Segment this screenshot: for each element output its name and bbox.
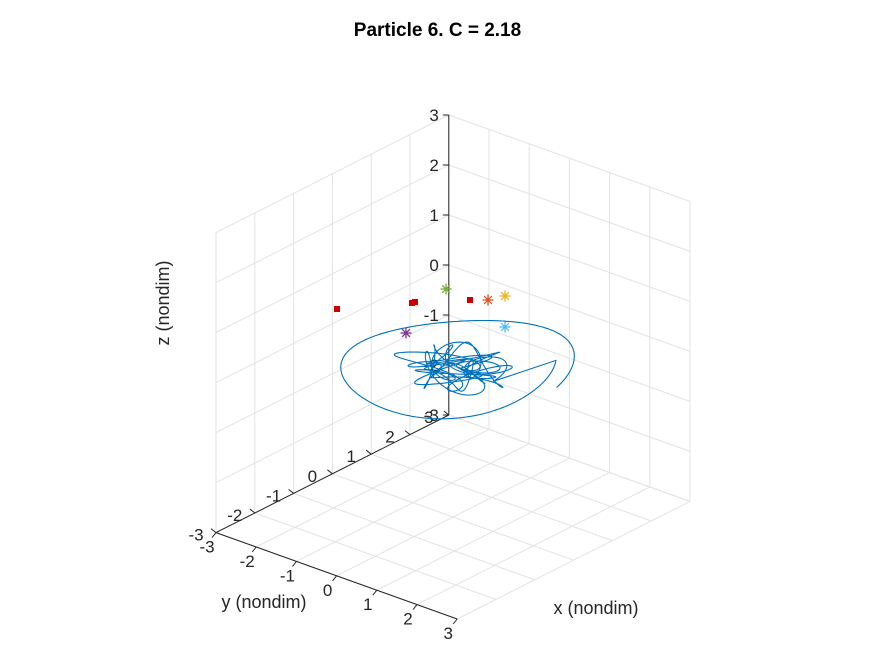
z-tick-label: 3 (429, 106, 438, 125)
star-marker (499, 290, 511, 302)
trajectory (340, 319, 575, 420)
y-tick-label: -2 (227, 506, 242, 525)
z-tick-label: -1 (424, 306, 439, 325)
x-tick-label: 1 (363, 595, 372, 614)
chart-title: Particle 6. C = 2.18 (353, 20, 522, 41)
square-marker (467, 297, 473, 303)
z-axis-label: z (nondim) (153, 260, 173, 345)
grid-line-floor-y (332, 473, 574, 561)
x-tick-label: 2 (403, 610, 412, 629)
grid-line-side-z (215, 164, 450, 284)
grid-line-floor-y (448, 414, 691, 502)
z-tick-label: 0 (429, 256, 438, 275)
y-tick-mark (210, 528, 217, 533)
x-tick-mark (251, 546, 257, 553)
grid-line-back-z (448, 114, 691, 202)
x-tick-mark (372, 589, 378, 596)
x-tick-mark (332, 575, 337, 582)
x-tick-label: 3 (443, 624, 452, 643)
star-marker (400, 327, 412, 339)
grid-line-floor-y (371, 453, 613, 542)
grid-line-floor-x (376, 472, 610, 591)
y-tick-label: 2 (385, 428, 394, 447)
y-tick-mark (327, 469, 333, 475)
y-tick-mark (365, 449, 372, 455)
x-tick-label: -1 (280, 566, 295, 585)
x-tick-label: 0 (323, 581, 332, 600)
z-tick-label: 2 (429, 156, 438, 175)
square-marker (412, 299, 418, 305)
y-tick-mark (249, 508, 256, 514)
x-tick-mark (452, 618, 458, 625)
grid-line-floor-x (456, 500, 691, 620)
x-tick-mark (292, 561, 297, 567)
y-tick-mark (443, 410, 450, 416)
x-axis-label: x (nondim) (553, 598, 638, 618)
y-tick-label: -1 (266, 486, 281, 505)
z-tick-label: -3 (424, 406, 439, 425)
y-tick-mark (288, 489, 294, 494)
x-tick-mark (412, 604, 418, 610)
z-tick-label: 1 (429, 206, 438, 225)
y-tick-label: -3 (188, 526, 203, 545)
x-tick-mark (211, 532, 217, 538)
x-tick-label: -2 (240, 552, 255, 571)
grid-line-back-z (448, 164, 691, 252)
markers (334, 283, 511, 339)
star-marker (440, 283, 452, 295)
trajectory-line (340, 319, 575, 420)
y-tick-label: 1 (346, 447, 355, 466)
square-marker (334, 306, 340, 312)
y-axis-label: y (nondim) (221, 592, 306, 612)
grid-line-side-z (215, 114, 450, 234)
grid-line-floor-y (409, 434, 652, 522)
y-tick-mark (404, 430, 411, 435)
grid-line-floor-x (416, 486, 651, 606)
y-tick-label: 3 (424, 408, 433, 427)
x-tick-label: -3 (199, 538, 214, 557)
y-tick-label: 0 (308, 467, 317, 486)
grid-lines (215, 114, 691, 620)
star-marker (482, 294, 494, 306)
star-marker (499, 321, 511, 333)
